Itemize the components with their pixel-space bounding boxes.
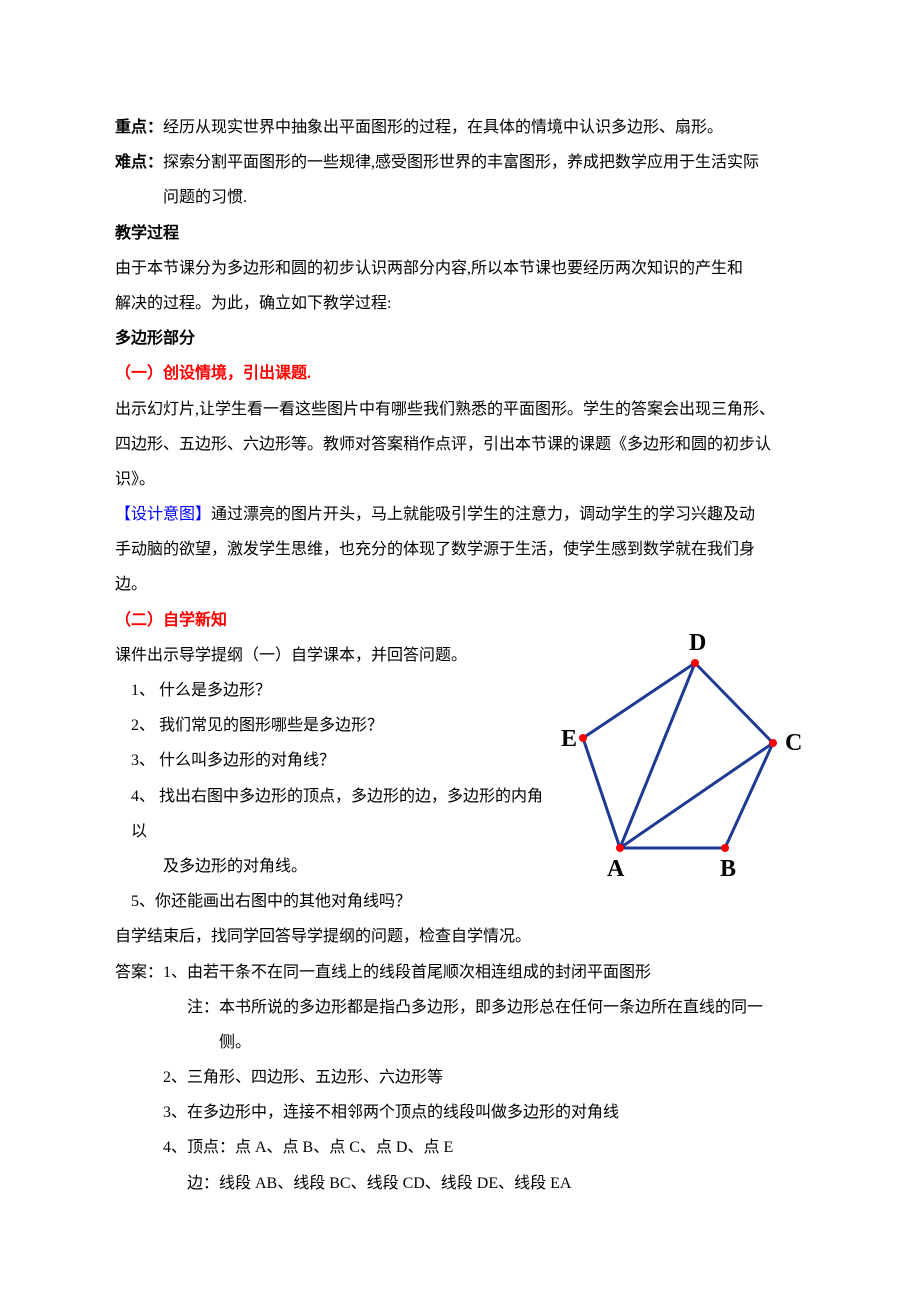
design-intent-text1: 通过漂亮的图片开头，马上就能吸引学生的注意力，调动学生的学习兴趣及动	[211, 506, 755, 523]
design-intent-1: 【设计意图】通过漂亮的图片开头，马上就能吸引学生的注意力，调动学生的学习兴趣及动	[115, 497, 805, 532]
answer-3: 3、在多边形中，连接不相邻两个顶点的线段叫做多边形的对角线	[115, 1095, 805, 1130]
svg-text:C: C	[785, 730, 802, 756]
difficulty-label: 难点：	[115, 154, 163, 171]
pentagon-figure: A B C D E	[555, 628, 805, 901]
answer-1: 答案：1、由若干条不在同一直线上的线段首尾顺次相连组成的封闭平面图形	[115, 955, 805, 990]
process-heading: 教学过程	[115, 216, 805, 251]
answer-2: 2、三角形、四边形、五边形、六边形等	[115, 1060, 805, 1095]
pentagon-svg: A B C D E	[555, 628, 805, 888]
sec1-p3: 识》。	[115, 462, 805, 497]
svg-text:D: D	[689, 630, 706, 656]
key-point-label: 重点：	[115, 119, 163, 136]
content-body: 重点：经历从现实世界中抽象出平面图形的过程，在具体的情境中认识多边形、扇形。 难…	[115, 110, 805, 1201]
answers-block: 答案：1、由若干条不在同一直线上的线段首尾顺次相连组成的封闭平面图形 注：本书所…	[115, 955, 805, 1201]
sec1-p2: 四边形、五边形、六边形等。教师对答案稍作点评，引出本节课的课题《多边形和圆的初步…	[115, 427, 805, 462]
svg-text:E: E	[561, 726, 577, 752]
document-page: 重点：经历从现实世界中抽象出平面图形的过程，在具体的情境中认识多边形、扇形。 难…	[0, 0, 920, 1302]
design-intent-2: 手动脑的欲望，激发学生思维，也充分的体现了数学源于生活，使学生感到数学就在我们身	[115, 532, 805, 567]
polygon-heading: 多边形部分	[115, 321, 805, 356]
answer-1-text: 1、由若干条不在同一直线上的线段首尾顺次相连组成的封闭平面图形	[163, 964, 651, 981]
process-desc-2: 解决的过程。为此，确立如下教学过程:	[115, 286, 805, 321]
difficulty-line2: 问题的习惯.	[115, 180, 805, 215]
answer-4b: 边：线段 AB、线段 BC、线段 CD、线段 DE、线段 EA	[115, 1166, 805, 1201]
answer-1-note-1: 注：本书所说的多边形都是指凸多边形，即多边形总在任何一条边所在直线的同一	[115, 990, 805, 1025]
section-1-heading: （一）创设情境，引出课题.	[115, 356, 805, 391]
key-point-text: 经历从现实世界中抽象出平面图形的过程，在具体的情境中认识多边形、扇形。	[163, 119, 723, 136]
difficulty-line1: 难点：探索分割平面图形的一些规律,感受图形世界的丰富图形，养成把数学应用于生活实…	[115, 145, 805, 180]
self-study-check: 自学结束后，找同学回答导学提纲的问题，检查自学情况。	[115, 919, 805, 954]
svg-text:B: B	[720, 856, 736, 882]
svg-text:A: A	[607, 856, 625, 882]
design-intent-label: 【设计意图】	[115, 506, 211, 523]
difficulty-text1: 探索分割平面图形的一些规律,感受图形世界的丰富图形，养成把数学应用于生活实际	[163, 154, 759, 171]
answer-4a: 4、顶点：点 A、点 B、点 C、点 D、点 E	[115, 1130, 805, 1165]
process-desc-1: 由于本节课分为多边形和圆的初步认识两部分内容,所以本节课也要经历两次知识的产生和	[115, 251, 805, 286]
sec1-p1: 出示幻灯片,让学生看一看这些图片中有哪些我们熟悉的平面图形。学生的答案会出现三角…	[115, 392, 805, 427]
answer-1-note-2: 侧。	[115, 1025, 805, 1060]
answer-label: 答案：	[115, 964, 163, 981]
key-point: 重点：经历从现实世界中抽象出平面图形的过程，在具体的情境中认识多边形、扇形。	[115, 110, 805, 145]
design-intent-3: 边。	[115, 567, 805, 602]
